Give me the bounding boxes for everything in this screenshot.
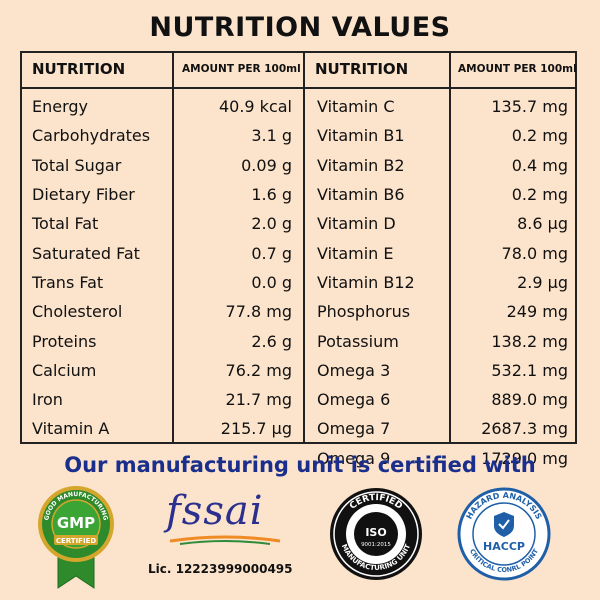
nutrient-amount: 77.8 mg [225, 302, 292, 322]
nutrient-name: Cholesterol [32, 302, 123, 322]
nutrient-amount: 8.6 µg [517, 214, 568, 234]
nutrient-amount: 1.6 g [251, 185, 292, 205]
nutrient-amount: 40.9 kcal [218, 97, 292, 117]
nutrient-name: Dietary Fiber [32, 185, 135, 205]
nutrient-name: Total Fat [32, 214, 99, 234]
iso-sub-text: 9001:2015 [361, 542, 391, 548]
fssai-license: Lic. 12223999000495 [148, 562, 293, 576]
nutrient-name: Vitamin D [317, 214, 396, 234]
nutrient-name: Phosphorus [317, 302, 411, 322]
header-amount-left: AMOUNT PER 100ml [182, 63, 301, 75]
nutrient-name: Trans Fat [32, 272, 104, 292]
nutrient-amount: 1729.0 mg [481, 448, 568, 468]
header-amount-right: AMOUNT PER 100ml [458, 63, 577, 75]
haccp-badge-icon: HAZARD ANALYSIS CRITICAL CONRL POINT HAC… [457, 487, 551, 581]
left-nutrient-names: Energy Carbohydrates Total Sugar Dietary Fi… [32, 92, 170, 444]
nutrient-amount: 3.1 g [251, 126, 292, 146]
nutrient-amount: 0.2 mg [511, 185, 568, 205]
nutrient-amount: 135.7 mg [491, 97, 568, 117]
nutrient-name: Calcium [32, 360, 97, 380]
fssai-swoosh-icon [170, 535, 280, 545]
column-divider [172, 53, 174, 442]
nutrition-table: NUTRITION AMOUNT PER 100ml NUTRITION AMO… [20, 51, 577, 468]
nutrient-name: Vitamin E [317, 243, 394, 263]
certification-heading: Our manufacturing unit is certified with [64, 453, 536, 477]
nutrient-name: Vitamin A [32, 419, 110, 439]
nutrient-amount: 2.0 g [251, 214, 292, 234]
column-divider [303, 53, 305, 442]
gmp-badge-icon: GOOD MANUFACTURING GMP CERTIFIED [38, 486, 114, 589]
nutrient-amount: 21.7 mg [225, 390, 292, 410]
nutrient-amount: 0.7 g [251, 243, 292, 263]
fssai-logo-icon: fssai [166, 488, 264, 534]
nutrient-amount: 532.1 mg [491, 360, 568, 380]
nutrient-name: Omega 7 [317, 419, 391, 439]
column-divider [449, 53, 451, 442]
header-nutrition-left: NUTRITION [32, 60, 126, 78]
nutrient-name: Vitamin B12 [317, 272, 415, 292]
right-nutrient-names: Vitamin C Vitamin B1 Vitamin B2 Vitamin B6 V… [317, 92, 447, 473]
nutrient-name: Omega 9 [317, 448, 391, 468]
nutrient-name: Saturated Fat [32, 243, 140, 263]
nutrient-amount: 249 mg [506, 302, 568, 322]
iso-center-text: ISO [365, 526, 386, 539]
nutrient-name: Energy [32, 97, 89, 117]
haccp-center-text: HACCP [483, 540, 525, 553]
shield-icon [494, 512, 514, 537]
nutrient-amount: 2687.3 mg [481, 419, 568, 439]
nutrient-name: Proteins [32, 331, 97, 351]
nutrient-amount: 76.2 mg [225, 360, 292, 380]
right-nutrient-values: 135.7 mg 0.2 mg 0.4 mg 0.2 mg 8.6 µg 78.0 mg 2… [452, 92, 568, 473]
nutrient-name: Iron [32, 390, 63, 410]
nutrient-amount: 215.7 µg [220, 419, 292, 439]
nutrient-amount: 2.6 g [251, 331, 292, 351]
nutrient-amount: 0.09 g [241, 155, 292, 175]
nutrient-amount: 2.9 µg [517, 272, 568, 292]
nutrient-amount: 0.4 mg [511, 155, 568, 175]
nutrient-name: Carbohydrates [32, 126, 151, 146]
iso-badge-icon: CERTIFIED MANUFACTURING UNIT ISO 9001:20… [330, 488, 422, 580]
nutrient-amount: 889.0 mg [491, 390, 568, 410]
nutrient-name: Total Sugar [32, 155, 122, 175]
nutrient-name: Omega 3 [317, 360, 391, 380]
page-title: NUTRITION VALUES [149, 12, 451, 43]
nutrient-amount: 138.2 mg [491, 331, 568, 351]
nutrient-amount: 0.2 mg [511, 126, 568, 146]
header-nutrition-right: NUTRITION [315, 60, 409, 78]
nutrient-name: Omega 6 [317, 390, 391, 410]
nutrient-name: Vitamin C [317, 97, 395, 117]
nutrient-amount: 0.0 g [251, 272, 292, 292]
nutrient-amount: 78.0 mg [501, 243, 568, 263]
nutrient-name: Vitamin B6 [317, 185, 405, 205]
nutrient-name: Vitamin B1 [317, 126, 405, 146]
gmp-ribbon-text: CERTIFIED [56, 537, 97, 545]
nutrient-name: Potassium [317, 331, 399, 351]
left-nutrient-values: 40.9 kcal 3.1 g 0.09 g 1.6 g 2.0 g 0.7 g 0.0 g… [176, 92, 292, 444]
gmp-center-text: GMP [57, 514, 95, 532]
header-divider [22, 87, 575, 89]
nutrient-name: Vitamin B2 [317, 155, 405, 175]
